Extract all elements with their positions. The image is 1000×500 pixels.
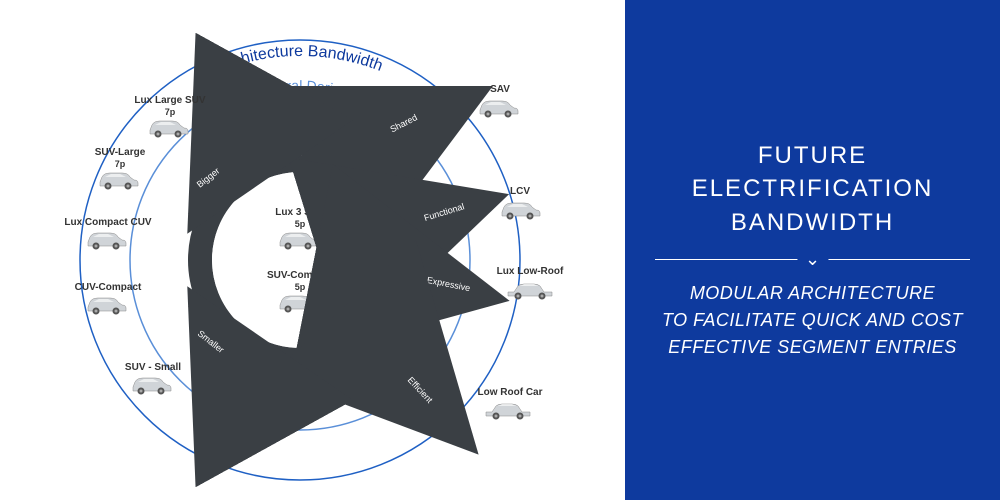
car-icon bbox=[88, 298, 126, 315]
car-icon bbox=[133, 378, 171, 395]
target-lowroof: Low Roof Car bbox=[478, 387, 543, 398]
deriv-3: CUV-Compact bbox=[75, 282, 142, 293]
deriv-4: SUV - Small bbox=[125, 362, 181, 373]
subtitle-line: TO FACILITATE QUICK AND COST bbox=[662, 310, 963, 330]
centroid-vehicle-1-cap: 5p bbox=[295, 219, 306, 229]
panel-subtitle: MODULAR ARCHITECTURE TO FACILITATE QUICK… bbox=[662, 280, 963, 361]
deriv-0: Lux Large SUV bbox=[134, 95, 205, 106]
car-icon bbox=[100, 173, 138, 190]
deriv-1: SUV-Large bbox=[95, 147, 146, 158]
arrow-shared: Shared bbox=[349, 0, 475, 160]
target-lcv: LCV bbox=[510, 186, 530, 197]
subtitle-line: EFFECTIVE SEGMENT ENTRIES bbox=[668, 337, 957, 357]
centroid-vehicle-2-cap: 5p bbox=[295, 282, 306, 292]
title-line: FUTURE bbox=[758, 142, 867, 169]
panel-title: FUTURE ELECTRIFICATION BANDWIDTH bbox=[692, 139, 934, 240]
title-line: ELECTRIFICATION bbox=[692, 175, 934, 202]
svg-text:7p: 7p bbox=[165, 107, 176, 117]
info-panel: FUTURE ELECTRIFICATION BANDWIDTH MODULAR… bbox=[625, 0, 1000, 500]
arrow-functional: Functional bbox=[406, 200, 490, 226]
svg-text:7p: 7p bbox=[115, 159, 126, 169]
diagram-panel: Architecture Bandwidth Architectural Der… bbox=[0, 0, 625, 500]
mid-ring-label: Architectural Derivatives bbox=[222, 77, 379, 109]
arrow-expressive: Expressive bbox=[409, 275, 490, 297]
inner-area bbox=[212, 172, 388, 348]
target-sav: SAV bbox=[490, 84, 510, 95]
centroid-vehicle-1-name: Lux 3 SUV bbox=[275, 207, 325, 218]
car-icon bbox=[486, 404, 530, 420]
car-icon bbox=[508, 284, 552, 300]
centroid-vehicle-2-name: SUV-Compact bbox=[267, 270, 334, 281]
title-line: BANDWIDTH bbox=[731, 209, 894, 236]
car-icon bbox=[150, 121, 188, 138]
architecture-diagram: Architecture Bandwidth Architectural Der… bbox=[0, 0, 625, 500]
car-icon bbox=[88, 233, 126, 250]
target-luxlow: Lux Low-Roof bbox=[497, 266, 564, 277]
deriv-2: Lux Compact CUV bbox=[64, 217, 152, 228]
car-icon bbox=[502, 203, 540, 220]
car-icon bbox=[480, 101, 518, 118]
subtitle-line: MODULAR ARCHITECTURE bbox=[690, 283, 935, 303]
divider-icon bbox=[655, 259, 970, 260]
